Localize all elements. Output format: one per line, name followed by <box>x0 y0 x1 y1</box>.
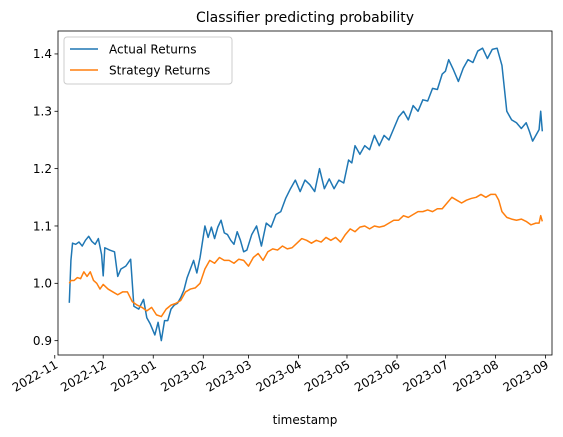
series-line-strategy-returns <box>68 193 544 318</box>
x-tick-label: 2023-06 <box>352 357 402 394</box>
x-tick-label: 2022-11 <box>10 357 60 394</box>
plot-area-frame <box>57 30 553 356</box>
x-tick-label: 2023-02 <box>158 357 208 394</box>
y-axis: 0.9 1.0 1.1 1.2 1.3 1.4 <box>33 47 58 348</box>
x-tick-label: 2023-01 <box>108 357 158 394</box>
x-axis-label: timestamp <box>273 413 338 427</box>
y-tick-label: 1.4 <box>33 47 52 61</box>
y-tick-label: 1.2 <box>33 162 52 176</box>
y-tick-label: 1.1 <box>33 219 52 233</box>
x-tick-label: 2023-03 <box>204 357 254 394</box>
x-tick-label: 2023-05 <box>302 357 352 394</box>
chart-title: Classifier predicting probability <box>196 10 414 26</box>
x-tick-label: 2022-12 <box>58 357 108 394</box>
legend-label: Actual Returns <box>109 43 196 57</box>
x-tick-label: 2023-09 <box>501 357 551 394</box>
x-tick-label: 2023-07 <box>401 357 451 394</box>
legend: Actual Returns Strategy Returns <box>63 36 233 85</box>
series-group <box>68 47 544 342</box>
y-tick-label: 1.0 <box>33 277 52 291</box>
x-tick-label: 2023-08 <box>451 357 501 394</box>
series-line-actual-returns <box>68 47 544 342</box>
legend-label: Strategy Returns <box>109 64 210 78</box>
legend-box <box>63 36 233 85</box>
y-tick-label: 0.9 <box>33 334 52 348</box>
x-tick-label: 2023-04 <box>254 357 304 394</box>
y-tick-label: 1.3 <box>33 105 52 119</box>
